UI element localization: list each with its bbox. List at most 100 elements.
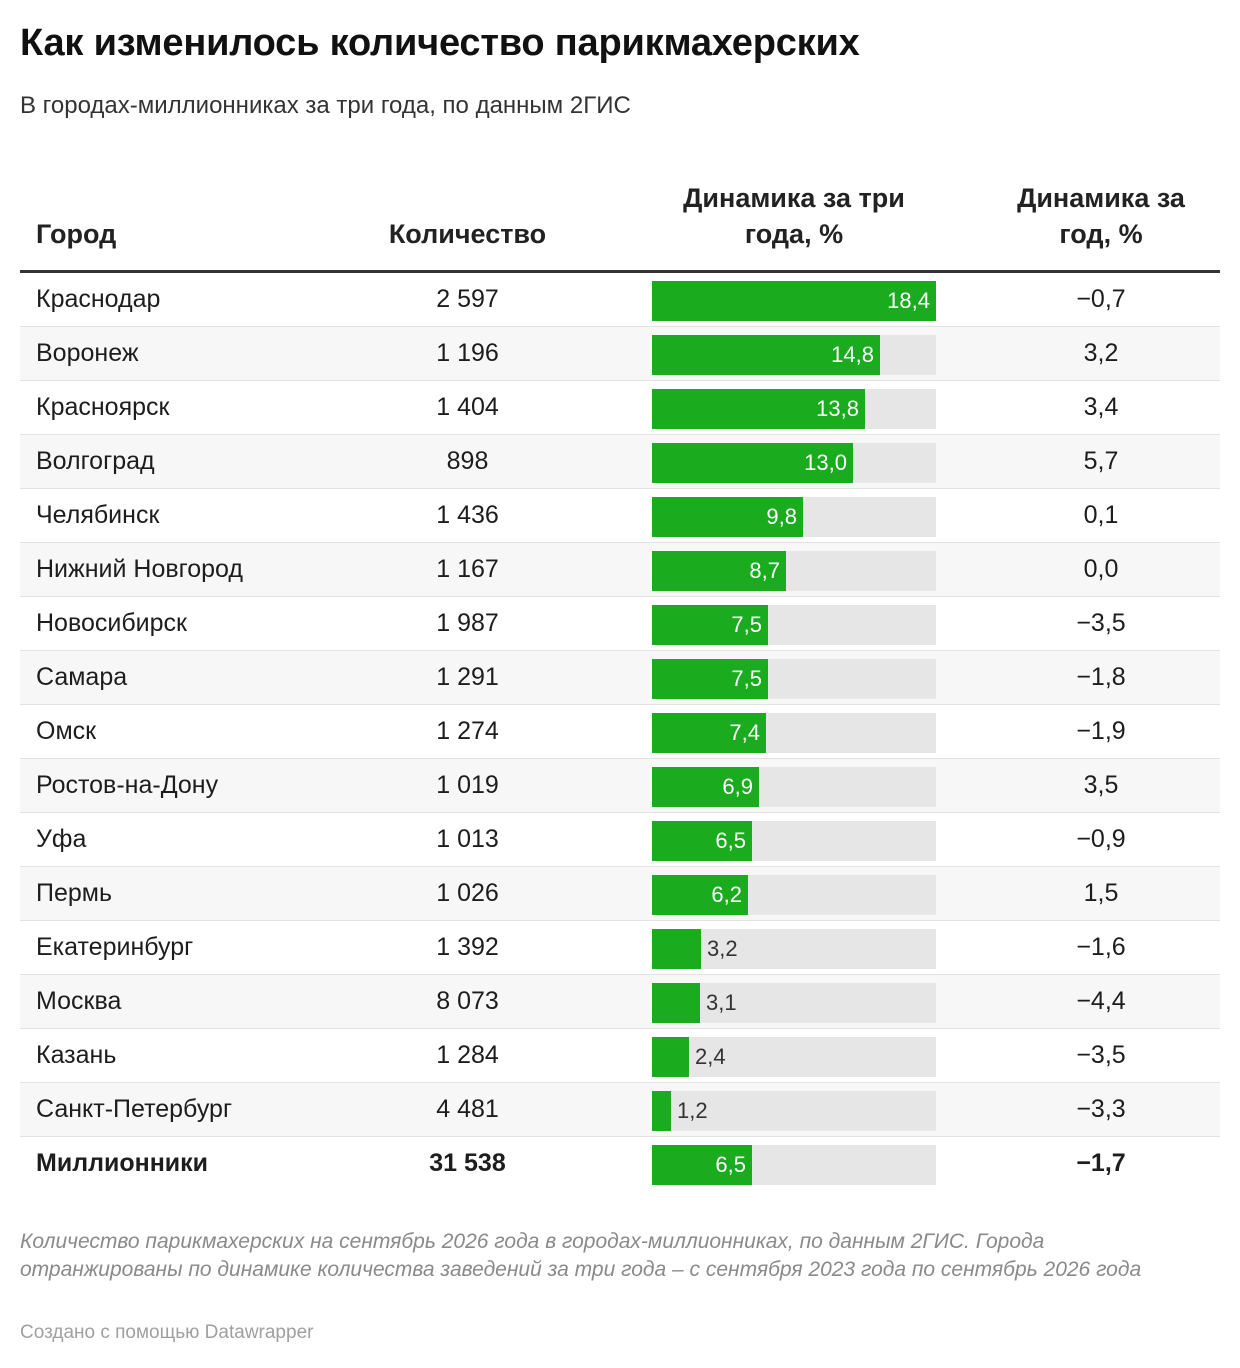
bar-value-label: 7,5 (731, 666, 762, 691)
count-cell: 1 196 (436, 339, 499, 367)
city-cell: Нижний Новгород (36, 555, 243, 583)
city-cell: Краснодар (36, 285, 161, 313)
bar-track: 18,4 (652, 281, 936, 321)
city-cell: Волгоград (36, 447, 155, 475)
bar-track: 13,8 (652, 389, 936, 429)
table-body: Краснодар 2 597 18,4 −0,7 Воронеж 1 196 14,8 3,… (20, 273, 1220, 1190)
one-year-change-cell: 0,0 (1083, 555, 1119, 583)
one-year-change-cell: −3,3 (1076, 1095, 1126, 1123)
table-row: Санкт-Петербург 4 481 1,2 −3,3 (20, 1083, 1220, 1137)
city-cell: Красноярск (36, 393, 170, 421)
bar-track: 14,8 (652, 335, 936, 375)
city-cell: Новосибирск (36, 609, 187, 637)
bar (652, 659, 768, 699)
column-header-three-year-change[interactable]: Динамика за три года, % (683, 183, 905, 249)
count-cell: 4 481 (436, 1095, 499, 1123)
count-cell: 1 026 (436, 879, 499, 907)
bar-track: 1,2 (652, 1091, 936, 1131)
bar-track: 7,5 (652, 659, 936, 699)
bar (652, 929, 701, 969)
bar-value-label: 3,1 (706, 990, 737, 1015)
table-row: Нижний Новгород 1 167 8,7 0,0 (20, 543, 1220, 597)
table-row: Краснодар 2 597 18,4 −0,7 (20, 273, 1220, 327)
one-year-change-cell: −0,7 (1076, 285, 1126, 313)
bar-track: 6,2 (652, 875, 936, 915)
table-row: Казань 1 284 2,4 −3,5 (20, 1029, 1220, 1083)
city-cell: Уфа (36, 825, 87, 853)
bar (652, 1037, 689, 1077)
table-row: Красноярск 1 404 13,8 3,4 (20, 381, 1220, 435)
bar-track: 7,4 (652, 713, 936, 753)
bar-value-label: 6,9 (722, 774, 753, 799)
bar-value-label: 14,8 (831, 342, 874, 367)
chart-notes: Количество парикмахерских на сентябрь 20… (20, 1230, 1142, 1281)
one-year-change-cell: −3,5 (1076, 1041, 1126, 1069)
one-year-change-cell: 3,4 (1083, 393, 1119, 421)
bar (652, 1145, 752, 1185)
bar (652, 551, 786, 591)
table-row: Екатеринбург 1 392 3,2 −1,6 (20, 921, 1220, 975)
bar-track: 3,2 (652, 929, 936, 969)
table-row: Уфа 1 013 6,5 −0,9 (20, 813, 1220, 867)
count-cell: 31 538 (429, 1149, 506, 1177)
city-cell: Челябинск (36, 501, 160, 529)
bar-value-label: 13,0 (804, 450, 847, 475)
bar-value-label: 6,2 (711, 882, 742, 907)
bar-value-label: 8,7 (749, 558, 780, 583)
column-header-count[interactable]: Количество (388, 219, 547, 249)
city-cell: Воронеж (36, 339, 139, 367)
bar (652, 605, 768, 645)
bar-value-label: 6,5 (715, 828, 746, 853)
count-cell: 898 (446, 447, 489, 475)
bar-track: 6,5 (652, 1145, 936, 1185)
one-year-change-cell: −0,9 (1076, 825, 1126, 853)
bar (652, 713, 766, 753)
count-cell: 1 013 (436, 825, 499, 853)
bar (652, 335, 880, 375)
bar-track: 7,5 (652, 605, 936, 645)
one-year-change-cell: −1,8 (1076, 663, 1126, 691)
bar (652, 1091, 671, 1131)
bar (652, 983, 700, 1023)
count-cell: 1 392 (436, 933, 499, 961)
count-cell: 1 404 (436, 393, 499, 421)
table-row-total: Миллионники 31 538 6,5 −1,7 (20, 1137, 1220, 1190)
count-cell: 2 597 (436, 285, 499, 313)
city-cell: Екатеринбург (36, 933, 194, 961)
bar-value-label: 13,8 (816, 396, 859, 421)
bar-track: 3,1 (652, 983, 936, 1023)
bar-value-label: 6,5 (715, 1152, 746, 1177)
bar (652, 497, 803, 537)
bar-value-label: 2,4 (695, 1044, 726, 1069)
bar-value-label: 18,4 (887, 288, 930, 313)
bar-track: 6,9 (652, 767, 936, 807)
count-cell: 1 019 (436, 771, 499, 799)
chart-credit: Создано с помощью Datawrapper (20, 1322, 314, 1343)
one-year-change-cell: −1,7 (1076, 1149, 1126, 1177)
count-cell: 1 167 (436, 555, 499, 583)
city-cell: Пермь (36, 879, 112, 907)
table-row: Челябинск 1 436 9,8 0,1 (20, 489, 1220, 543)
city-cell: Москва (36, 987, 122, 1015)
count-cell: 1 987 (436, 609, 499, 637)
bar (652, 767, 759, 807)
count-cell: 1 284 (436, 1041, 499, 1069)
chart-title: Как изменилось количество парикмахерских (20, 22, 860, 64)
city-cell: Омск (36, 717, 97, 745)
bar (652, 389, 865, 429)
column-header-city[interactable]: Город (36, 219, 117, 249)
table-row: Самара 1 291 7,5 −1,8 (20, 651, 1220, 705)
column-header-one-year-change[interactable]: Динамика за год, % (1017, 183, 1185, 249)
one-year-change-cell: 1,5 (1083, 879, 1119, 907)
one-year-change-cell: −1,9 (1076, 717, 1126, 745)
table-row: Пермь 1 026 6,2 1,5 (20, 867, 1220, 921)
one-year-change-cell: −4,4 (1076, 987, 1126, 1015)
city-cell: Самара (36, 663, 128, 691)
bar-track: 2,4 (652, 1037, 936, 1077)
table-row: Воронеж 1 196 14,8 3,2 (20, 327, 1220, 381)
chart-subtitle: В городах-миллионниках за три года, по д… (20, 92, 631, 119)
table-row: Волгоград 898 13,0 5,7 (20, 435, 1220, 489)
count-cell: 1 274 (436, 717, 499, 745)
one-year-change-cell: −1,6 (1076, 933, 1126, 961)
table-row: Москва 8 073 3,1 −4,4 (20, 975, 1220, 1029)
